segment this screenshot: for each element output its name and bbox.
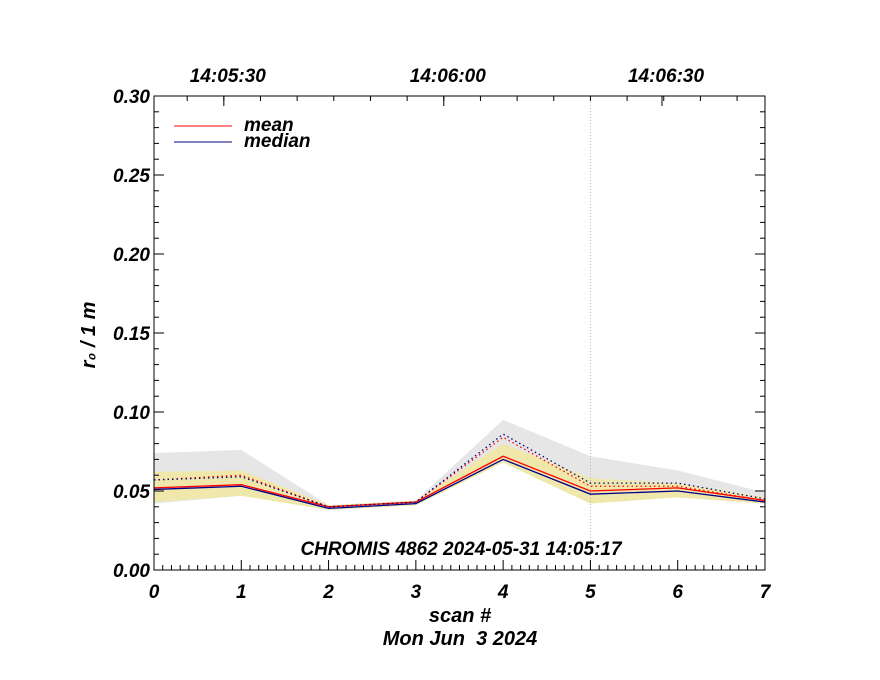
y-tick-label-0.00: 0.00: [113, 561, 150, 582]
y-axis-title: r₀ / 1 m: [78, 302, 100, 369]
legend-label-mean: mean: [244, 115, 294, 136]
plot-frame: [153, 95, 766, 571]
y-tick-label-0.25: 0.25: [113, 166, 150, 187]
y-tick-label-0.20: 0.20: [113, 245, 150, 266]
series-line-dotted-3: [153, 433, 766, 508]
series-line-median: [153, 458, 766, 510]
x-tick-label-0: 0: [149, 582, 160, 603]
top-time-label-2: 14:06:30: [628, 66, 704, 87]
top-time-labels: 14:05:30 14:06:00 14:06:30: [190, 66, 705, 87]
y-tick-label-0.30: 0.30: [113, 87, 150, 108]
x-tick-label-3: 3: [411, 582, 422, 603]
chart-subtitle-date: Mon Jun 3 2024: [383, 628, 538, 650]
series-layer: [153, 433, 766, 510]
chart-annotation: CHROMIS 4862 2024-05-31 14:05:17: [300, 539, 623, 560]
band-layer: [154, 419, 765, 510]
y-tick-label-0.10: 0.10: [113, 403, 150, 424]
x-tick-labels: 0 1 2 3 4 5 6 7: [149, 582, 772, 603]
x-tick-label-6: 6: [672, 582, 683, 603]
y-tick-label-0.15: 0.15: [113, 324, 150, 345]
x-tick-label-1: 1: [236, 582, 247, 603]
legend: mean median: [174, 115, 311, 152]
series-line-dotted-2: [153, 436, 766, 508]
x-tick-label-7: 7: [760, 582, 772, 603]
series-line-mean: [153, 455, 766, 508]
legend-label-median: median: [244, 131, 311, 152]
tick-layer: [153, 95, 766, 571]
top-time-label-1: 14:06:00: [410, 66, 486, 87]
y-tick-label-0.05: 0.05: [113, 482, 150, 503]
y-tick-labels: 0.00 0.05 0.10 0.15 0.20 0.25 0.30: [113, 87, 150, 582]
top-time-label-0: 14:05:30: [190, 66, 266, 87]
x-tick-label-4: 4: [497, 582, 509, 603]
x-tick-label-5: 5: [585, 582, 596, 603]
x-axis-title: scan #: [429, 605, 492, 627]
x-tick-label-2: 2: [322, 582, 334, 603]
